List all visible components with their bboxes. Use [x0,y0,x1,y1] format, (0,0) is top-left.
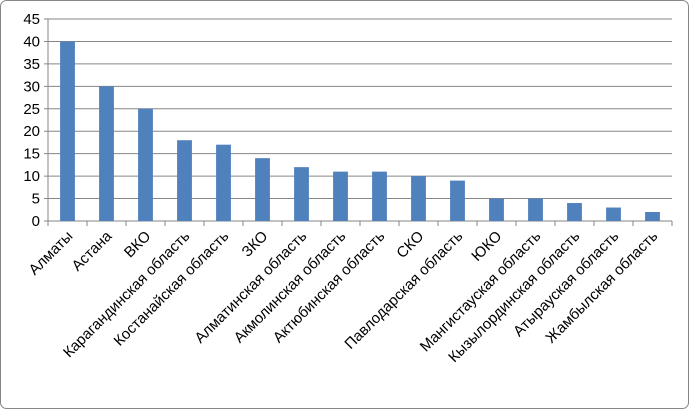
bar [138,108,153,221]
y-tick-label: 20 [23,123,40,140]
y-tick-label: 35 [23,56,40,73]
bar [216,144,231,221]
y-tick-label: 40 [23,33,40,50]
bar [645,212,660,221]
y-tick-label: 10 [23,168,40,185]
bar [606,207,621,221]
y-tick-label: 5 [32,191,40,208]
bar [99,86,114,221]
bar [450,180,465,221]
bar [489,198,504,221]
bar [333,171,348,221]
y-tick-label: 25 [23,101,40,118]
bar [567,203,582,221]
y-tick-label: 30 [23,78,40,95]
bar [60,41,75,221]
bar [177,140,192,221]
y-tick-label: 45 [23,11,40,28]
y-tick-label: 0 [32,213,40,230]
bar [372,171,387,221]
bar [411,176,426,221]
y-tick-label: 15 [23,146,40,163]
bar [255,158,270,221]
bar [528,198,543,221]
bar [294,167,309,221]
